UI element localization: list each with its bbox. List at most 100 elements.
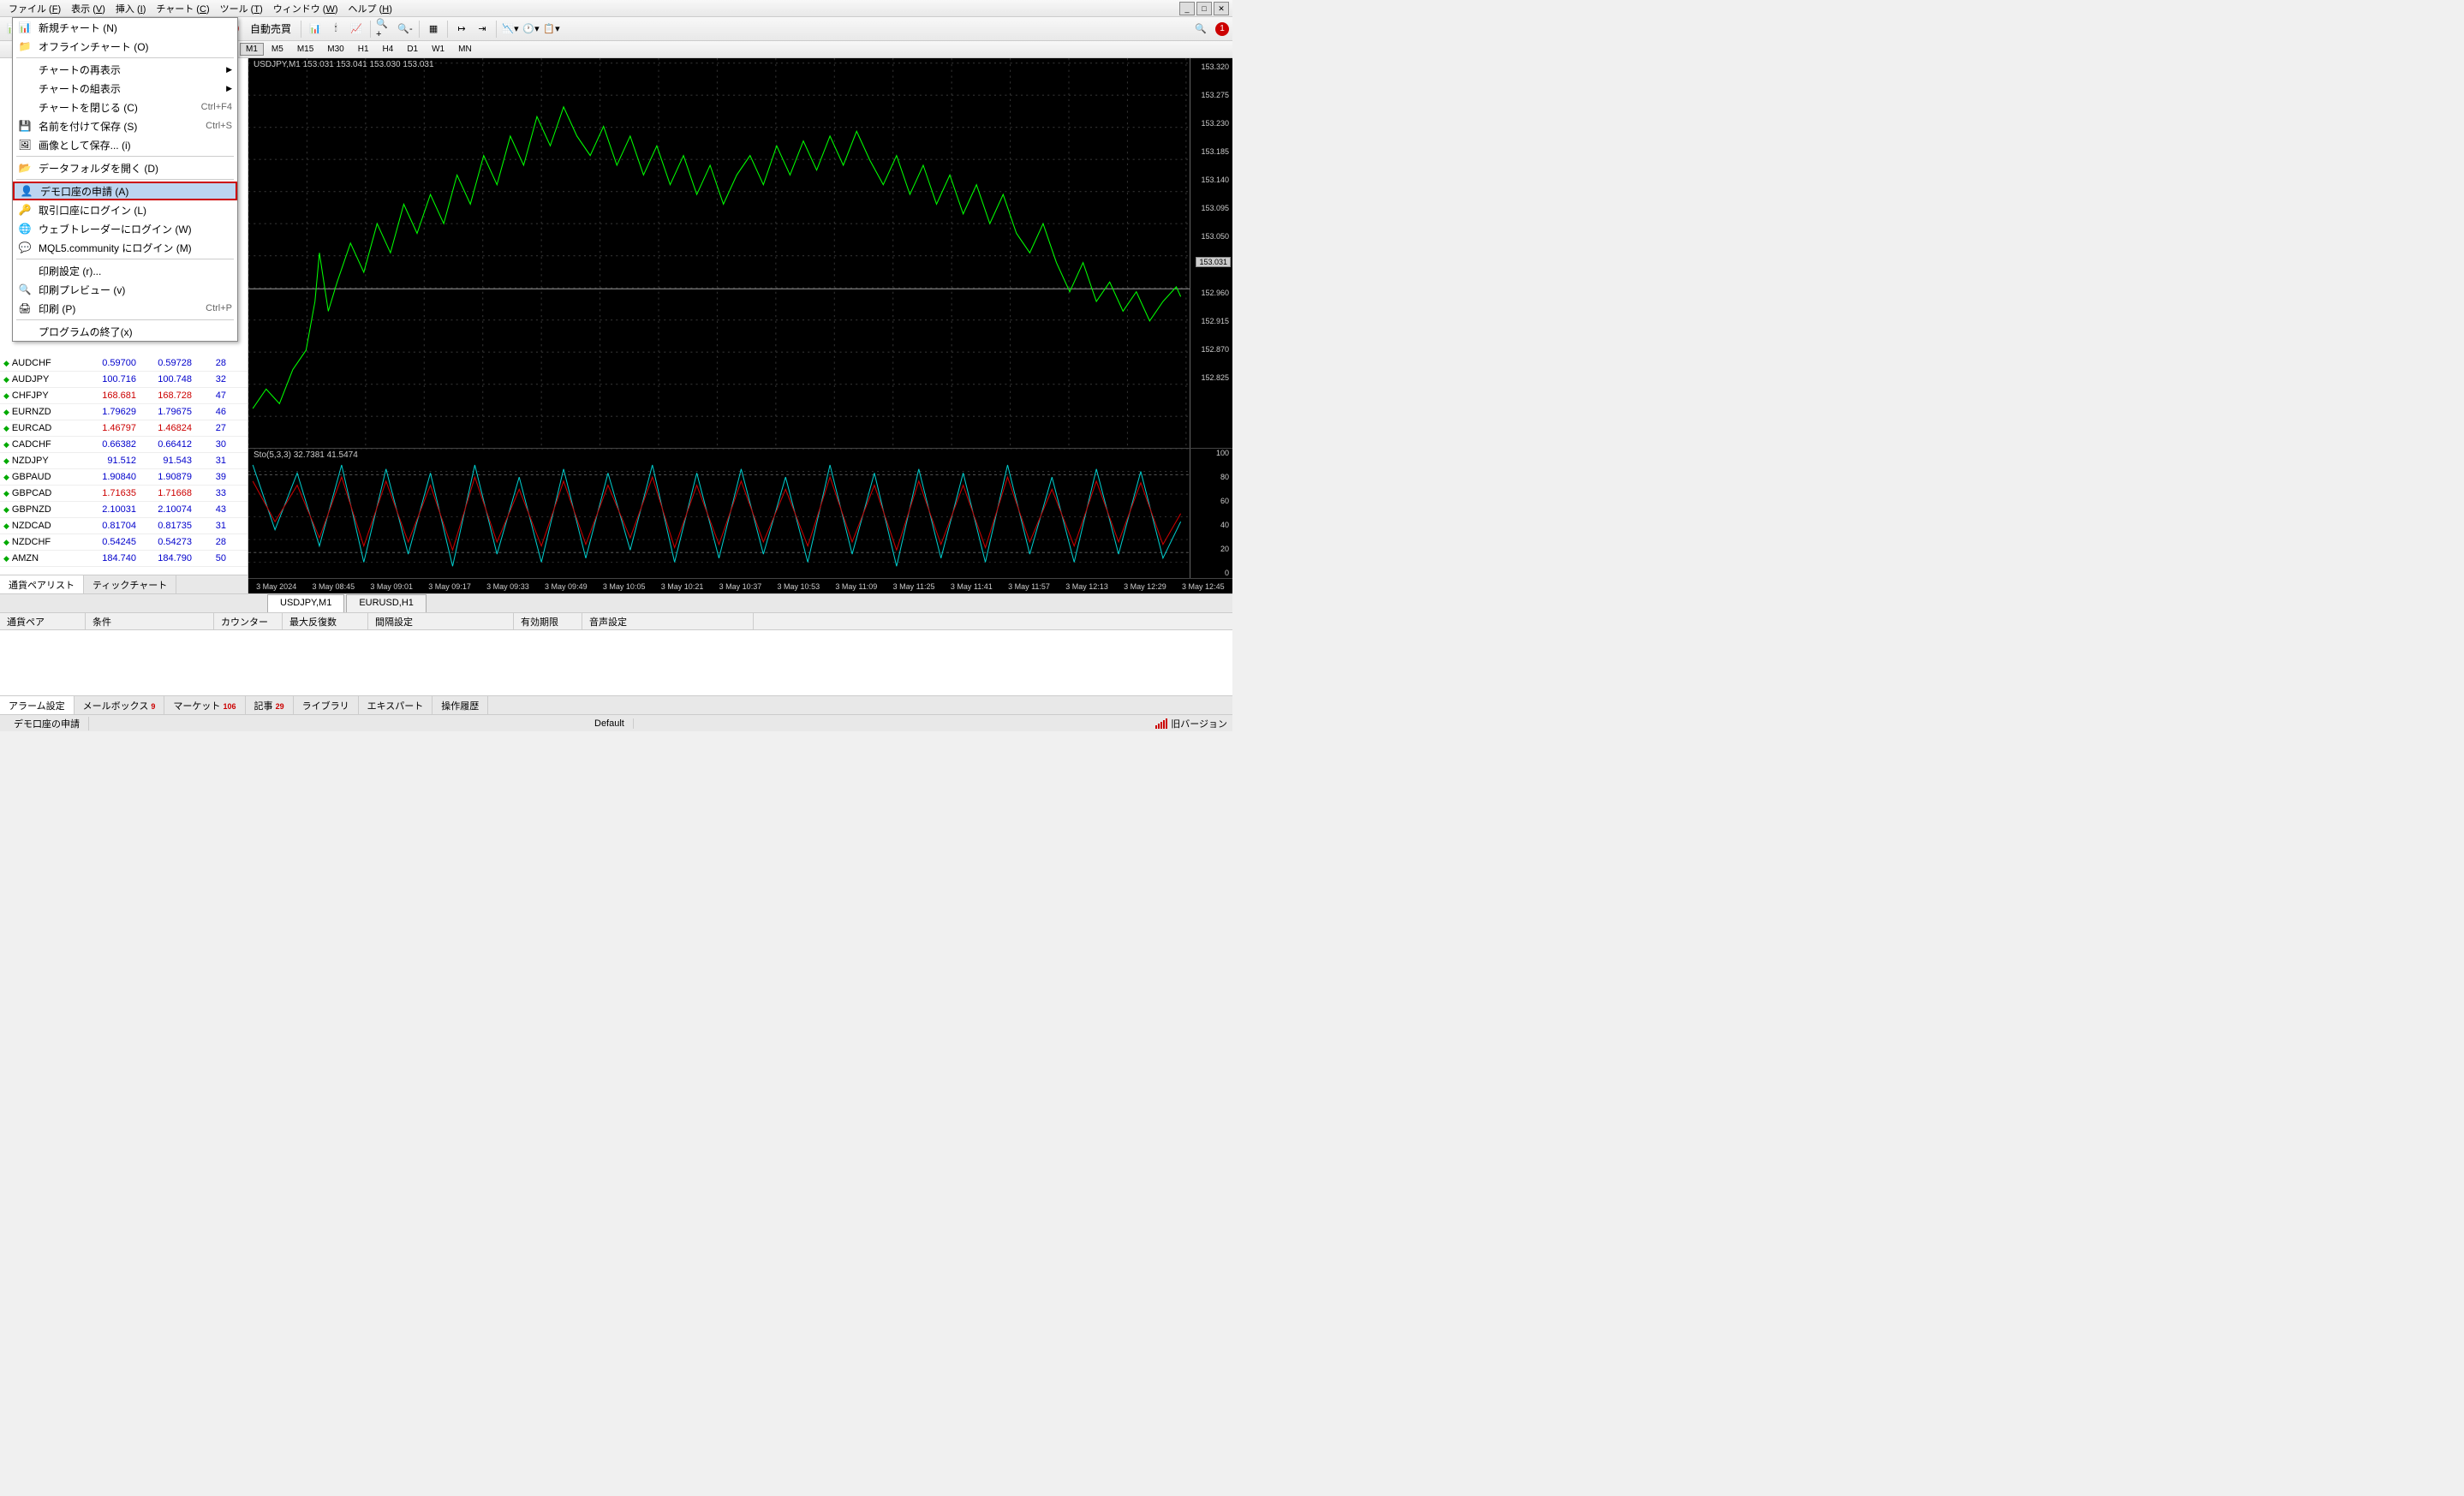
market-watch-row[interactable]: ◆AUDCHF 0.59700 0.59728 28 — [0, 355, 248, 372]
symbol-name: AUDCHF — [12, 358, 51, 368]
file-menu-item[interactable]: 📂データフォルダを開く (D) — [13, 158, 237, 177]
file-menu-item[interactable]: チャートの組表示▶ — [13, 79, 237, 98]
menu-insert[interactable]: 挿入 (I) — [110, 0, 151, 17]
timeframe-h1[interactable]: H1 — [352, 43, 375, 56]
timeframe-d1[interactable]: D1 — [401, 43, 424, 56]
stochastic-chart[interactable]: Sto(5,3,3) 32.7381 41.5474 100806040200 — [248, 449, 1232, 579]
market-watch-row[interactable]: ◆CADCHF 0.66382 0.66412 30 — [0, 437, 248, 453]
timeframe-m1[interactable]: M1 — [240, 43, 264, 56]
price-chart[interactable]: USDJPY,M1 153.031 153.041 153.030 153.03… — [248, 58, 1232, 449]
market-watch-row[interactable]: ◆EURCAD 1.46797 1.46824 27 — [0, 420, 248, 437]
terminal-column-header[interactable]: 有効期限 — [514, 613, 582, 629]
market-watch-row[interactable]: ◆GBPNZD 2.10031 2.10074 43 — [0, 502, 248, 518]
terminal-tab[interactable]: マーケット 106 — [164, 696, 245, 714]
spread: 50 — [192, 553, 226, 563]
symbol-name: NZDCHF — [12, 537, 51, 547]
menubar: ファイル (F) 表示 (V) 挿入 (I) チャート (C) ツール (T) … — [0, 0, 1232, 17]
chart-area[interactable]: USDJPY,M1 153.031 153.041 153.030 153.03… — [248, 58, 1232, 593]
ask-price: 2.10074 — [136, 504, 192, 515]
autoscroll-icon[interactable]: ⇥ — [473, 20, 492, 39]
bid-price: 0.59700 — [81, 358, 136, 368]
maximize-button[interactable]: □ — [1196, 2, 1212, 15]
menu-window[interactable]: ウィンドウ (W) — [268, 0, 343, 17]
market-watch-row[interactable]: ◆NZDCAD 0.81704 0.81735 31 — [0, 518, 248, 534]
timeframe-m30[interactable]: M30 — [321, 43, 349, 56]
file-menu-item[interactable]: 🖼画像として保存... (i) — [13, 135, 237, 154]
menu-shortcut: Ctrl+S — [206, 121, 232, 131]
file-menu-item[interactable]: 印刷設定 (r)... — [13, 261, 237, 280]
search-icon[interactable]: 🔍 — [1191, 20, 1210, 39]
file-menu-item[interactable]: 💬MQL5.community にログイン (M) — [13, 238, 237, 257]
market-watch-row[interactable]: ◆AMZN 184.740 184.790 50 — [0, 551, 248, 567]
file-menu-item[interactable]: 🔍印刷プレビュー (v) — [13, 280, 237, 299]
market-watch-row[interactable]: ◆EURNZD 1.79629 1.79675 46 — [0, 404, 248, 420]
direction-icon: ◆ — [3, 440, 9, 450]
terminal-tab[interactable]: 操作履歴 — [433, 696, 488, 714]
market-watch-row[interactable]: ◆AUDJPY 100.716 100.748 32 — [0, 372, 248, 388]
y-axis-label: 152.915 — [1201, 317, 1229, 325]
bar-chart-icon[interactable]: 📊 — [306, 20, 325, 39]
templates-icon[interactable]: 📋▾ — [542, 20, 561, 39]
terminal-column-header[interactable]: 条件 — [86, 613, 214, 629]
autotrade-label[interactable]: 自動売買 — [245, 21, 296, 36]
timeframe-h4[interactable]: H4 — [377, 43, 400, 56]
periods-icon[interactable]: 🕐▾ — [522, 20, 540, 39]
close-button[interactable]: ✕ — [1214, 2, 1229, 15]
timeframe-m15[interactable]: M15 — [291, 43, 319, 56]
file-menu-item[interactable]: 💾名前を付けて保存 (S)Ctrl+S — [13, 116, 237, 135]
menu-chart[interactable]: チャート (C) — [151, 0, 214, 17]
menu-view[interactable]: 表示 (V) — [66, 0, 110, 17]
tile-icon[interactable]: ▦ — [424, 20, 443, 39]
terminal-tab[interactable]: エキスパート — [359, 696, 433, 714]
notification-badge[interactable]: 1 — [1215, 22, 1229, 36]
timeframe-w1[interactable]: W1 — [426, 43, 450, 56]
market-watch-row[interactable]: ◆GBPAUD 1.90840 1.90879 39 — [0, 469, 248, 486]
menu-help[interactable]: ヘルプ (H) — [343, 0, 397, 17]
market-watch-tab[interactable]: 通貨ペアリスト — [0, 575, 84, 593]
terminal-column-header[interactable]: 間隔設定 — [368, 613, 514, 629]
market-watch-row[interactable]: ◆GBPCAD 1.71635 1.71668 33 — [0, 486, 248, 502]
zoom-in-icon[interactable]: 🔍+ — [375, 20, 394, 39]
terminal-column-header[interactable]: 通貨ペア — [0, 613, 86, 629]
timeframe-m5[interactable]: M5 — [265, 43, 289, 56]
x-axis-label: 3 May 08:45 — [313, 582, 355, 591]
candle-chart-icon[interactable]: 🕯 — [326, 20, 345, 39]
zoom-out-icon[interactable]: 🔍- — [396, 20, 415, 39]
chart-title: USDJPY,M1 153.031 153.041 153.030 153.03… — [254, 60, 434, 69]
shift-icon[interactable]: ↦ — [452, 20, 471, 39]
market-watch-row[interactable]: ◆CHFJPY 168.681 168.728 47 — [0, 388, 248, 404]
symbol-name: NZDCAD — [12, 521, 51, 531]
market-watch-tab[interactable]: ティックチャート — [84, 575, 176, 593]
terminal-column-header[interactable]: カウンター — [214, 613, 283, 629]
file-menu-item[interactable]: 🖨印刷 (P)Ctrl+P — [13, 299, 237, 318]
spread: 30 — [192, 439, 226, 450]
menu-file[interactable]: ファイル (F) — [3, 0, 66, 17]
terminal-tab[interactable]: ライブラリ — [294, 696, 359, 714]
terminal-column-header[interactable]: 音声設定 — [582, 613, 754, 629]
y-axis-label: 153.050 — [1201, 232, 1229, 241]
file-menu-item[interactable]: プログラムの終了(x) — [13, 322, 237, 341]
direction-icon: ◆ — [3, 456, 9, 466]
terminal-tab[interactable]: メールボックス 9 — [75, 696, 165, 714]
menu-item-label: データフォルダを開く (D) — [39, 161, 158, 176]
file-menu-item[interactable]: 🌐ウェブトレーダーにログイン (W) — [13, 219, 237, 238]
market-watch-row[interactable]: ◆NZDJPY 91.512 91.543 31 — [0, 453, 248, 469]
chart-tab[interactable]: EURUSD,H1 — [346, 594, 427, 612]
file-menu-item[interactable]: 📊新規チャート (N) — [13, 18, 237, 37]
line-chart-icon[interactable]: 📈 — [347, 20, 366, 39]
market-watch-row[interactable]: ◆NZDCHF 0.54245 0.54273 28 — [0, 534, 248, 551]
menu-tools[interactable]: ツール (T) — [215, 0, 268, 17]
file-menu-item[interactable]: 📁オフラインチャート (O) — [13, 37, 237, 56]
file-menu-item[interactable]: チャートの再表示▶ — [13, 60, 237, 79]
symbol-name: GBPAUD — [12, 472, 51, 482]
file-menu-item[interactable]: チャートを閉じる (C)Ctrl+F4 — [13, 98, 237, 116]
terminal-tab[interactable]: アラーム設定 — [0, 696, 75, 714]
file-menu-item[interactable]: 🔑取引口座にログイン (L) — [13, 200, 237, 219]
terminal-column-header[interactable]: 最大反復数 — [283, 613, 368, 629]
minimize-button[interactable]: _ — [1179, 2, 1195, 15]
indicators-icon[interactable]: 📉▾ — [501, 20, 520, 39]
terminal-tab[interactable]: 記事 29 — [246, 696, 294, 714]
file-menu-item[interactable]: 👤デモ口座の申請 (A) — [13, 182, 237, 200]
timeframe-mn[interactable]: MN — [452, 43, 478, 56]
chart-tab[interactable]: USDJPY,M1 — [267, 594, 344, 612]
